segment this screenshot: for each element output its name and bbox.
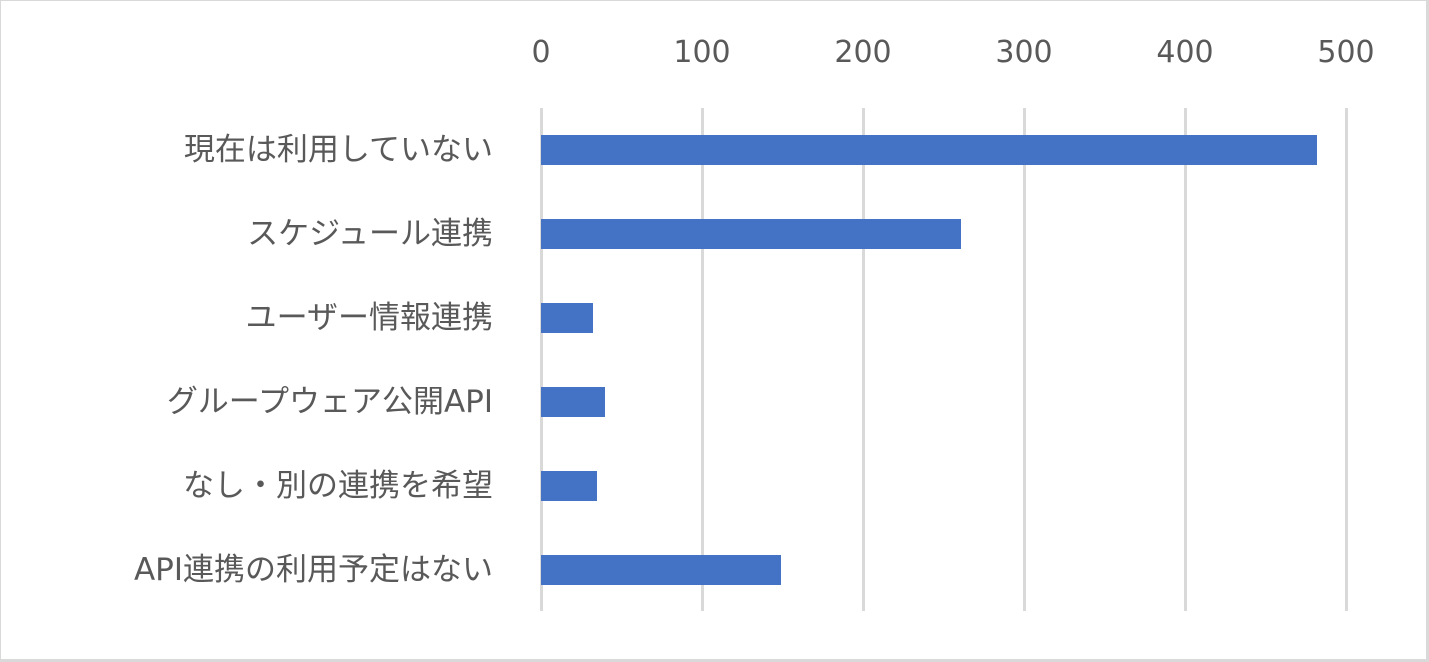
- category-label: ユーザー情報連携: [245, 300, 493, 336]
- gridline: [862, 108, 865, 611]
- category-label: API連携の利用予定はない: [133, 552, 493, 588]
- gridline: [1345, 108, 1348, 611]
- gridline: [701, 108, 704, 611]
- x-tick-label: 400: [1156, 35, 1214, 70]
- gridline: [1023, 108, 1026, 611]
- category-label: なし・別の連携を希望: [183, 468, 493, 504]
- bar: [541, 471, 598, 501]
- bar: [541, 219, 962, 249]
- bar: [541, 303, 593, 333]
- category-label: グループウェア公開API: [166, 384, 493, 420]
- category-label: 現在は利用していない: [183, 132, 493, 168]
- x-tick-label: 0: [531, 35, 551, 70]
- x-tick-label: 500: [1317, 35, 1375, 70]
- bar: [541, 135, 1318, 165]
- category-label: スケジュール連携: [247, 216, 493, 252]
- bar: [541, 387, 606, 417]
- x-tick-label: 100: [673, 35, 731, 70]
- x-tick-label: 200: [834, 35, 892, 70]
- gridline: [1184, 108, 1187, 611]
- bar: [541, 555, 781, 585]
- x-tick-label: 300: [995, 35, 1053, 70]
- gridline: [540, 108, 543, 611]
